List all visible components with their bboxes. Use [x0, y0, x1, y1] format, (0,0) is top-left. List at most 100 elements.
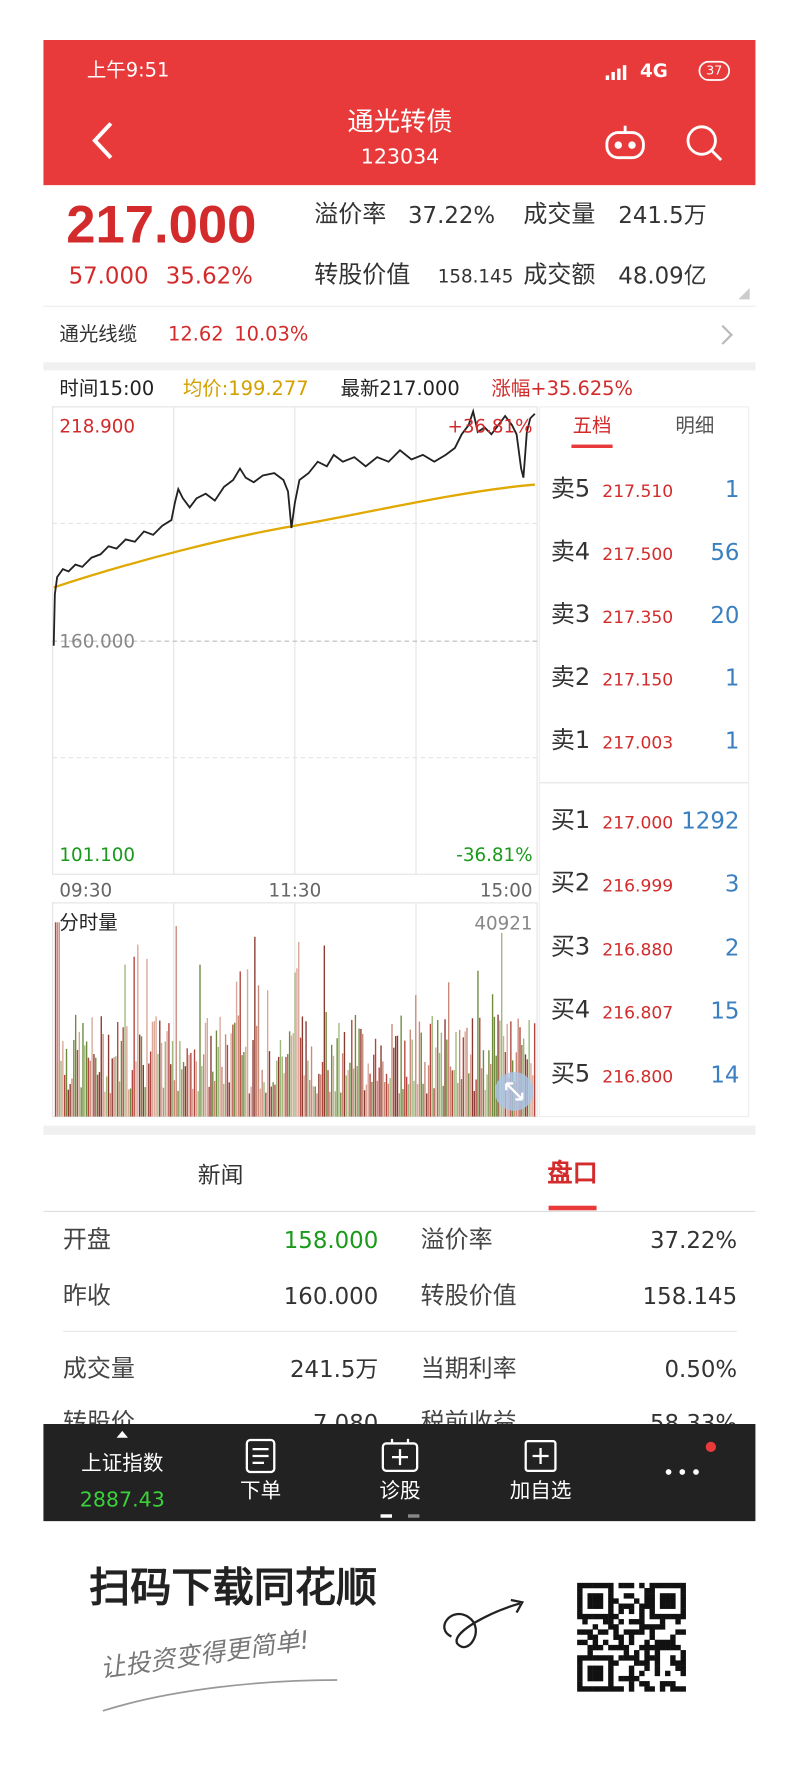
book-label: 买4 [550, 996, 591, 1024]
robot-icon[interactable] [605, 125, 645, 160]
qr-module [634, 1675, 640, 1682]
qr-module [680, 1613, 686, 1620]
qr-module [644, 1660, 650, 1666]
qr-module [644, 1665, 650, 1671]
index-name[interactable]: 上证指数 [81, 1451, 164, 1476]
nav-item[interactable]: 下单 [239, 1479, 282, 1504]
qr-module [675, 1613, 681, 1620]
corner-mark [738, 287, 750, 300]
volume-bar [76, 1049, 79, 1117]
search-icon[interactable] [686, 125, 723, 162]
volume-bar [274, 1084, 276, 1117]
qr-module [587, 1582, 593, 1589]
volume-bar [321, 1062, 324, 1117]
volume-bar [365, 1084, 368, 1117]
volume-bar [310, 1046, 313, 1117]
volume-bar [250, 1086, 252, 1117]
volume-bar [186, 1048, 188, 1117]
qr-module [628, 1675, 635, 1682]
related-name[interactable]: 通光线缆 [59, 323, 138, 347]
qr-module [582, 1686, 588, 1692]
volume-bar [416, 1084, 419, 1117]
qr-module [577, 1588, 583, 1594]
nav-item[interactable]: 加自选 [509, 1479, 572, 1504]
volume-bar [528, 1020, 530, 1117]
volume-bar [177, 1090, 179, 1117]
qr-module [659, 1613, 666, 1620]
qr-module [649, 1582, 655, 1589]
volume-title: 分时量 [59, 911, 118, 935]
qr-module [644, 1603, 650, 1609]
book-price: 216.880 [602, 939, 674, 960]
qr-module [680, 1603, 686, 1609]
qr-module [649, 1644, 655, 1651]
volume-bar [374, 1038, 377, 1117]
book-tab[interactable]: 明细 [675, 414, 715, 438]
qr-module [654, 1613, 661, 1620]
volume-bar [129, 1088, 132, 1117]
volume-bar [107, 1034, 110, 1117]
volume-bar [396, 1035, 399, 1117]
volume-bar [96, 1074, 99, 1117]
volume-bar [144, 1087, 146, 1117]
table-value: 160.000 [283, 1282, 379, 1310]
volume-bar [312, 1086, 315, 1117]
volume-bar [276, 1060, 278, 1117]
qr-module [587, 1613, 593, 1620]
qr-module [592, 1655, 599, 1661]
qr-module [597, 1686, 604, 1692]
book-label: 卖1 [550, 726, 591, 754]
qr-module [613, 1660, 619, 1666]
qr-module [628, 1629, 635, 1635]
volume-bar [135, 1061, 137, 1117]
tab[interactable]: 新闻 [197, 1161, 244, 1189]
qr-module [613, 1613, 619, 1620]
volume-bar [501, 932, 503, 1117]
qr-module [659, 1624, 666, 1630]
qr-module [577, 1629, 583, 1635]
volume-bar [89, 1060, 91, 1117]
qr-module [613, 1634, 619, 1640]
qr-module [639, 1644, 645, 1651]
qr-module [659, 1619, 666, 1625]
book-qty: 2 [724, 933, 740, 961]
qr-module [597, 1598, 604, 1604]
qr-module [639, 1660, 645, 1666]
qr-module [582, 1629, 588, 1635]
nav-item[interactable]: 诊股 [379, 1479, 421, 1504]
volume-bar [118, 1081, 121, 1117]
qr-module [613, 1624, 619, 1630]
volume-bar [385, 1073, 388, 1117]
volume-bar [202, 1054, 205, 1117]
book-tab[interactable]: 五档 [572, 414, 612, 438]
volume-bar [307, 1060, 309, 1117]
book-label: 买1 [550, 806, 591, 834]
volume-bar [482, 1050, 485, 1117]
chevron[interactable] [721, 324, 734, 345]
volume-bar [440, 1032, 443, 1117]
tab[interactable]: 盘口 [547, 1159, 598, 1189]
qr-module [670, 1634, 676, 1640]
volume-bar [301, 1016, 304, 1117]
tagline-underline [102, 1679, 338, 1712]
volume-bar [213, 1080, 216, 1117]
qr-module [608, 1681, 614, 1687]
qr-module [608, 1593, 614, 1599]
qr-module [649, 1634, 655, 1640]
volume-bar [332, 1055, 335, 1117]
time-label: 15:00 [479, 879, 533, 902]
volume-bar [113, 1057, 115, 1117]
volume-bar [78, 1031, 80, 1117]
order-book-frame [538, 406, 750, 1118]
volume-bar [148, 1063, 150, 1117]
volume-bar [420, 1032, 422, 1117]
back-icon[interactable] [92, 122, 113, 160]
volume-bar [191, 1088, 194, 1117]
volume-bar [215, 1030, 218, 1117]
volume-bar [95, 1057, 97, 1117]
volume-bar [457, 1083, 459, 1117]
volume-bar [181, 1069, 183, 1117]
book-label: 买5 [550, 1059, 591, 1087]
volume-bar [226, 1044, 229, 1117]
qr-module [592, 1624, 599, 1630]
